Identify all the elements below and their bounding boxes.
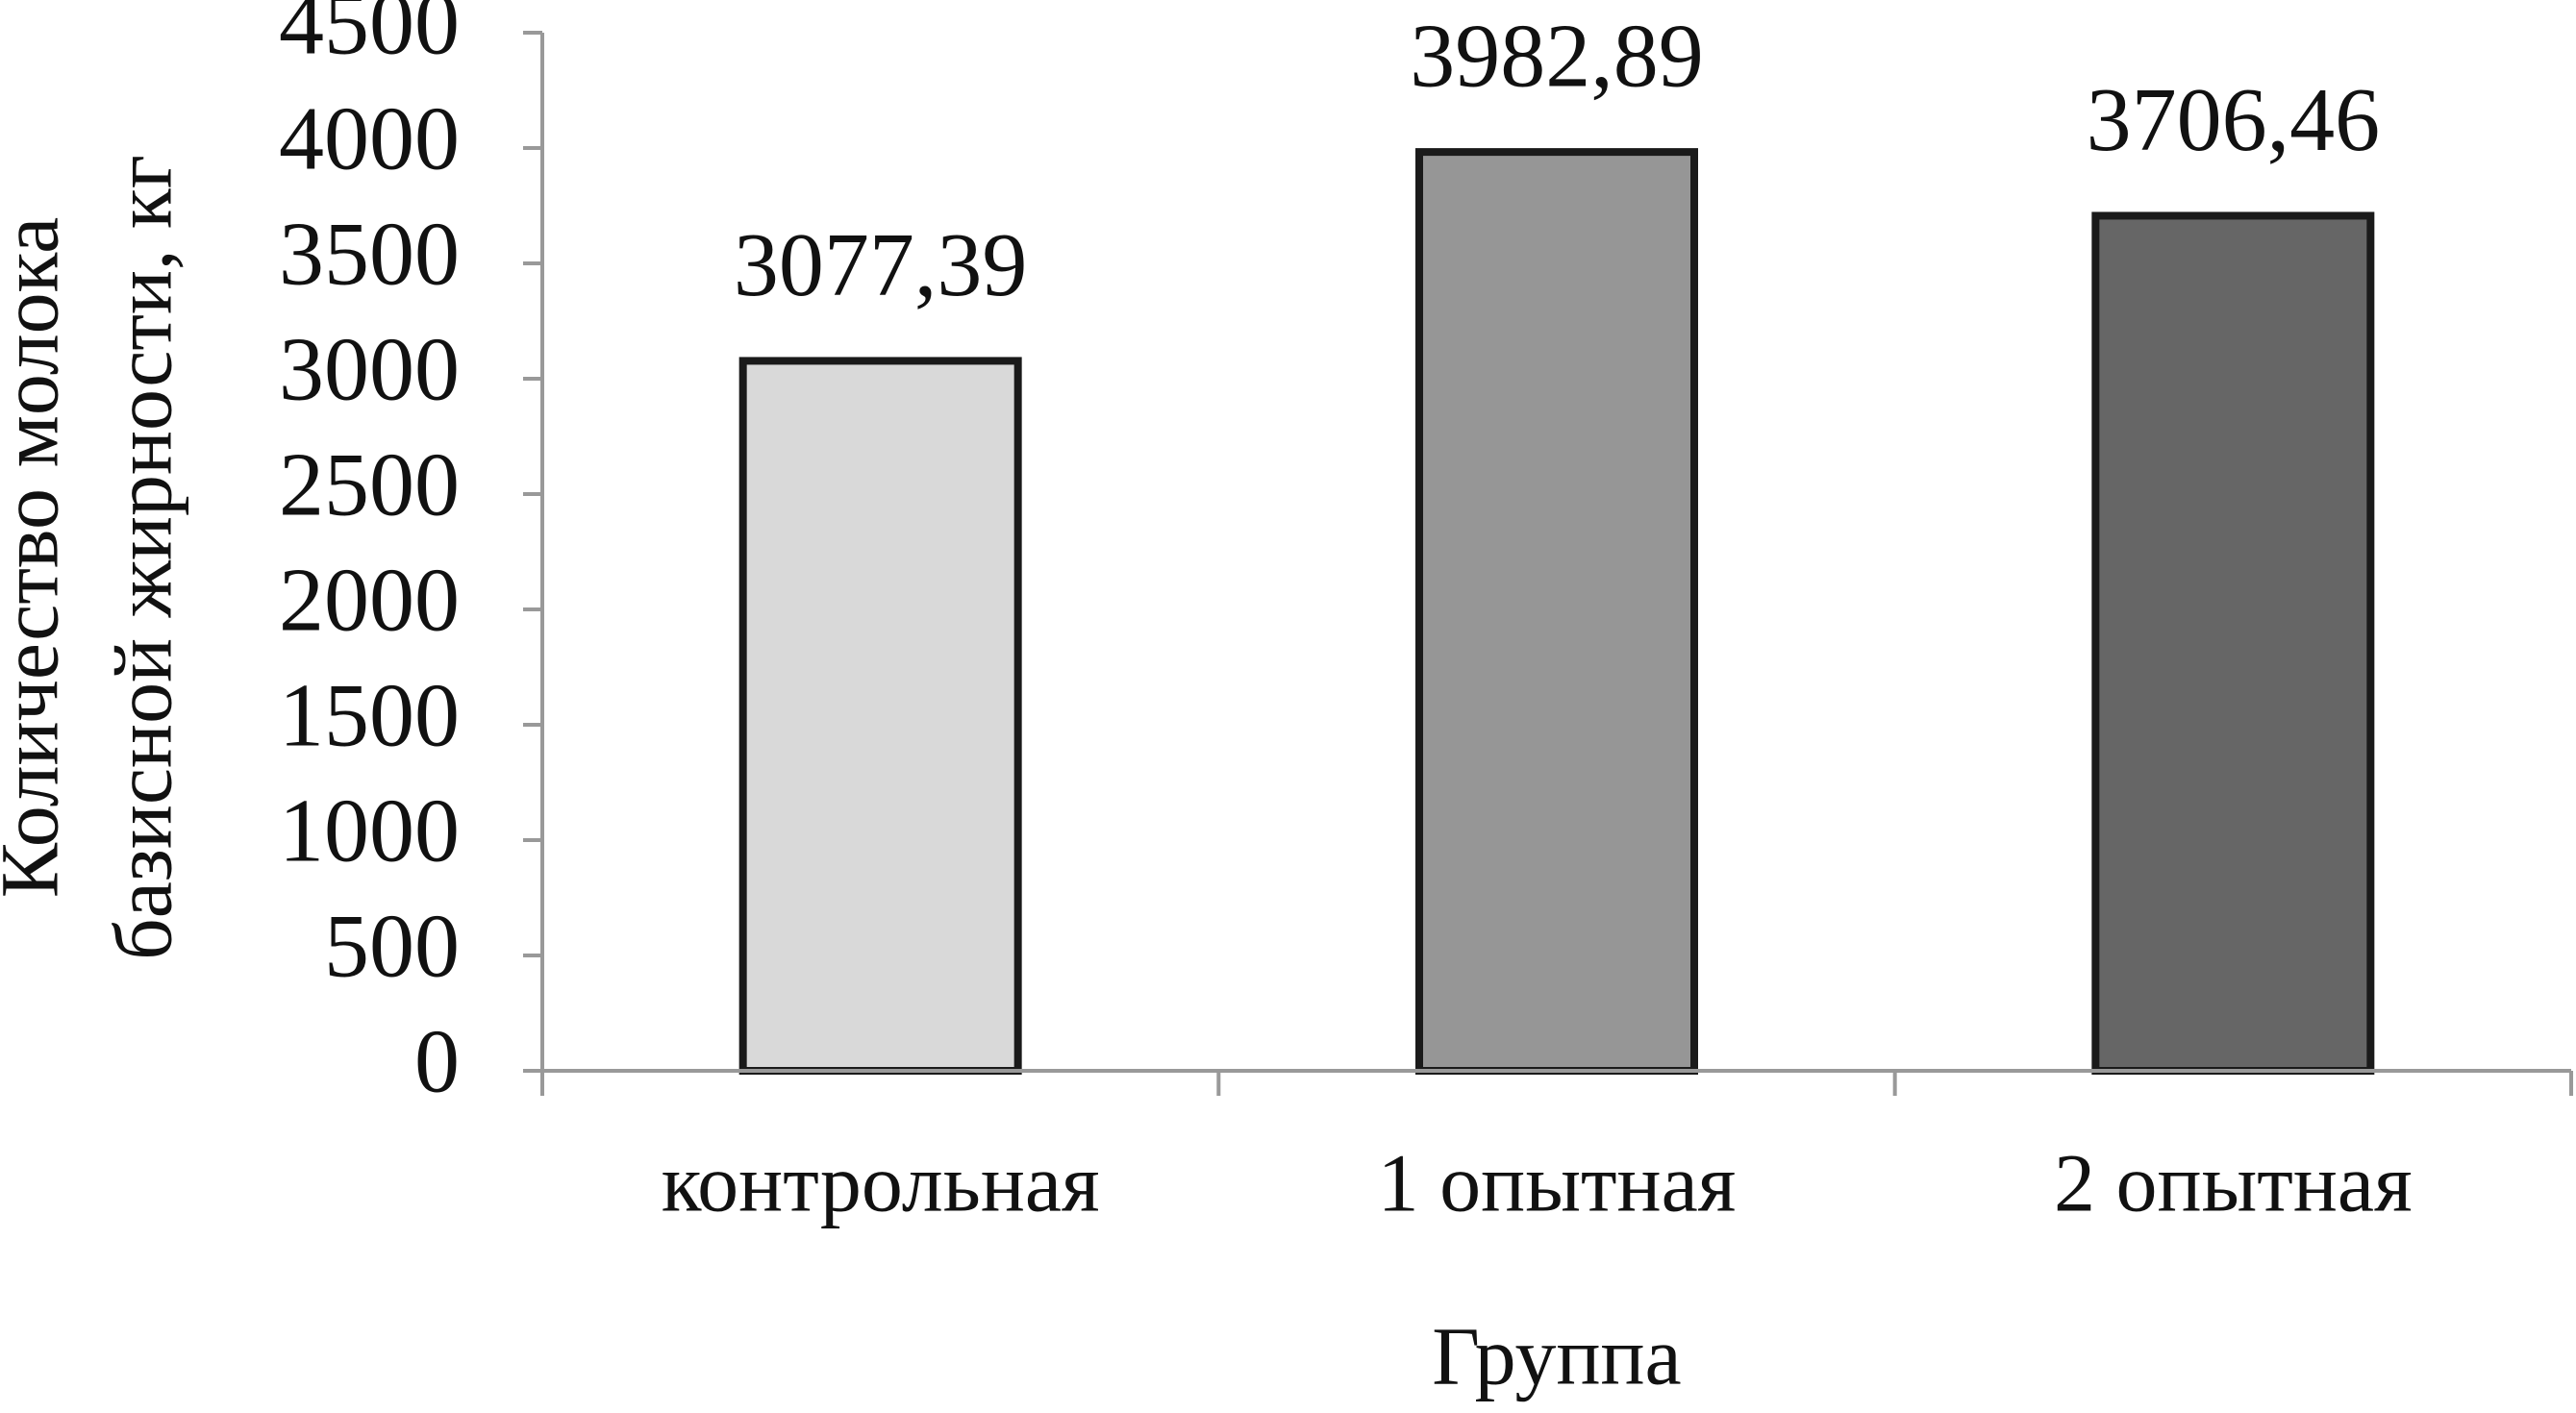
y-axis-label: базисной жирности, кг (97, 155, 189, 960)
value-label: 3077,39 (734, 215, 1028, 315)
y-tick-label: 1500 (279, 666, 460, 766)
y-axis-label: Количество молока (0, 217, 76, 899)
value-label: 3706,46 (2087, 70, 2381, 170)
y-tick-label: 4000 (279, 89, 460, 189)
bar (1415, 148, 1698, 1076)
y-tick-label: 1000 (279, 781, 460, 881)
x-tick-label: контрольная (662, 1137, 1100, 1229)
y-tick-label: 3500 (279, 205, 460, 305)
y-tick-label: 3000 (279, 320, 460, 420)
bar (2091, 211, 2375, 1076)
y-tick-label: 4500 (279, 0, 460, 74)
y-tick-label: 0 (414, 1012, 460, 1112)
y-tick-label: 2000 (279, 551, 460, 651)
x-tick-label: 1 опытная (1378, 1137, 1737, 1229)
value-label: 3982,89 (1410, 7, 1704, 107)
x-tick-label: 2 опытная (2054, 1137, 2413, 1229)
y-tick-label: 2500 (279, 435, 460, 535)
y-tick-label: 500 (324, 897, 460, 997)
x-axis-label: Группа (1432, 1310, 1681, 1402)
bar (738, 357, 1022, 1075)
